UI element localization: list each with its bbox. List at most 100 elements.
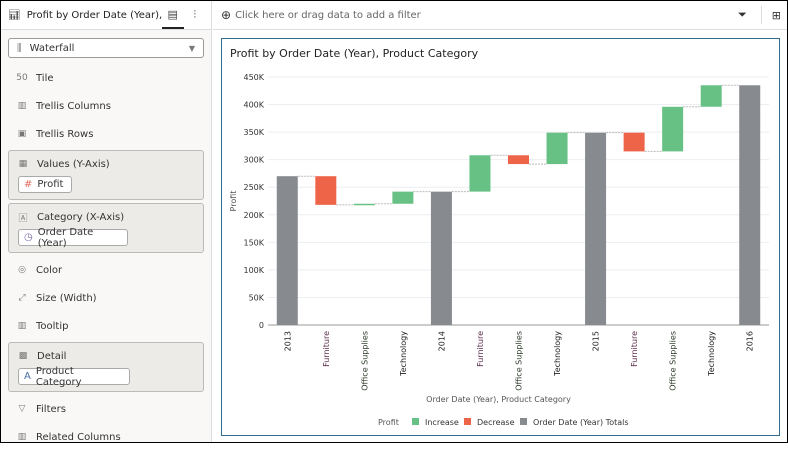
x-tick-label: Furniture	[476, 331, 485, 367]
add-circle-icon[interactable]: ⊕	[221, 8, 232, 22]
bar-furniture	[623, 132, 645, 152]
detail-well[interactable]: ▩ Detail A Product Category	[8, 342, 204, 392]
waterfall-icon: ⫼	[17, 42, 22, 54]
bar-technology	[392, 191, 414, 204]
bar-furniture	[315, 176, 337, 205]
label: Size (Width)	[36, 292, 97, 304]
chart-type-select[interactable]: ⫼ Waterfall ▼	[8, 38, 204, 58]
properties-tab-icon[interactable]: ⫶	[193, 8, 197, 21]
trellis-columns-drop[interactable]: ▥ Trellis Columns	[1, 92, 211, 120]
x-tick-label: Office Supplies	[360, 331, 369, 391]
bar-office-supplies	[353, 203, 375, 206]
y-tick-label: 250K	[243, 183, 264, 192]
legend-item: Increase	[425, 418, 459, 427]
palette-icon: ◎	[18, 265, 26, 275]
category-icon: 🄰	[18, 213, 28, 224]
bar-office-supplies	[508, 155, 529, 165]
order-date-pill[interactable]: ◷ Order Date (Year)	[18, 227, 128, 249]
pill-label: Product Category	[35, 365, 82, 388]
bar-2013	[276, 176, 298, 325]
x-tick-label: 2014	[437, 331, 446, 351]
label: Trellis Rows	[36, 128, 94, 140]
measure-hash-icon: #	[24, 179, 33, 190]
legend-swatch	[464, 418, 471, 425]
related-columns-drop[interactable]: ▥ Related Columns	[1, 423, 211, 451]
values-well[interactable]: ▦ Values (Y-Axis) # Profit	[8, 150, 204, 200]
detail-icon: ▩	[18, 351, 28, 361]
x-tick-label: 2015	[592, 331, 601, 351]
label: Tooltip	[36, 320, 69, 332]
tile-icon: 50	[16, 73, 28, 83]
color-drop[interactable]: ◎ Color	[1, 256, 211, 284]
grammar-panel: 📊︎ Profit by Order Date (Year), Pr... ▤ …	[1, 1, 212, 443]
bar-furniture	[469, 155, 491, 192]
resize-icon: ⤢	[18, 293, 26, 303]
values-icon: ▦	[18, 159, 28, 169]
bar-2016	[739, 85, 761, 325]
bar-2015	[585, 132, 607, 325]
x-tick-label: Furniture	[630, 331, 639, 367]
category-well[interactable]: 🄰 Category (X-Axis) ◷ Order Date (Year)	[8, 203, 204, 253]
label: Related Columns	[36, 431, 121, 443]
x-tick-label: Technology	[553, 331, 562, 377]
y-tick-label: 350K	[243, 128, 264, 137]
label: Category (X-Axis)	[37, 211, 125, 223]
viz-title: Profit by Order Date (Year), Pr...	[26, 9, 162, 21]
legend-item: Decrease	[477, 418, 515, 427]
profit-pill[interactable]: # Profit	[18, 176, 73, 193]
waterfall-chart: 0 50K 100K 150K 200K 250K 300K 350K 400K 450K Prof…	[229, 73, 769, 427]
bar-technology	[700, 85, 722, 107]
x-tick-label: 2016	[746, 331, 755, 351]
bar-office-supplies	[662, 106, 684, 152]
x-axis-label: Order Date (Year), Product Category	[426, 395, 571, 404]
label: Detail	[37, 350, 67, 362]
x-tick-label: Office Supplies	[669, 331, 678, 391]
bar-technology	[546, 132, 568, 165]
y-tick-label: 300K	[243, 156, 264, 165]
panel-header: 📊︎ Profit by Order Date (Year), Pr... ▤ …	[1, 1, 211, 30]
columns-icon: ▥	[17, 432, 27, 442]
chart-canvas[interactable]: Profit by Order Date (Year), Product Cat…	[221, 38, 780, 436]
filter-icon: ▽	[18, 404, 26, 414]
x-tick-label: 2013	[283, 331, 292, 351]
label: Values (Y-Axis)	[37, 158, 110, 170]
label: Trellis Columns	[36, 100, 111, 112]
chevron-down-icon: ▼	[188, 43, 195, 53]
label: Tile	[36, 72, 54, 84]
x-tick-label: Technology	[707, 331, 716, 377]
tooltip-icon: ▥	[17, 321, 27, 331]
attribute-a-icon: A	[24, 371, 31, 382]
label: Filters	[36, 403, 66, 415]
y-tick-label: 100K	[243, 266, 264, 275]
size-drop[interactable]: ⤢ Size (Width)	[1, 284, 211, 312]
waterfall-chart-icon: 📊︎	[8, 9, 21, 21]
trellis-columns-icon: ▥	[17, 101, 27, 111]
divider	[760, 6, 762, 24]
y-tick-label: 150K	[243, 238, 264, 247]
filter-bar[interactable]: ⊕ Click here or drag data to add a filte…	[213, 1, 787, 30]
trellis-rows-drop[interactable]: ▣ Trellis Rows	[1, 120, 211, 148]
chart-type-value: Waterfall	[29, 42, 75, 54]
x-tick-label: Technology	[399, 331, 408, 377]
legend-title: Profit	[378, 418, 399, 427]
filter-settings-icon[interactable]: ⏷	[737, 8, 747, 21]
y-tick-label: 0	[259, 321, 264, 330]
x-tick-label: Office Supplies	[515, 331, 524, 391]
filters-drop[interactable]: ▽ Filters	[1, 395, 211, 423]
chart-title: Profit by Order Date (Year), Product Cat…	[230, 47, 479, 60]
y-tick-label: 50K	[249, 293, 265, 302]
pill-label: Profit	[37, 179, 64, 190]
tooltip-drop[interactable]: ▥ Tooltip	[1, 312, 211, 340]
filter-panel-icon[interactable]: ⊞	[771, 8, 781, 22]
filter-placeholder[interactable]: Click here or drag data to add a filter	[235, 9, 421, 21]
y-tick-label: 400K	[243, 101, 264, 110]
trellis-rows-icon: ▣	[17, 129, 27, 139]
y-tick-label: 200K	[243, 211, 264, 220]
bar-2014	[430, 191, 452, 325]
grammar-tab-icon[interactable]: ▤	[161, 1, 184, 29]
x-tick-label: Furniture	[322, 331, 331, 367]
legend-swatch	[520, 418, 527, 425]
tile-drop[interactable]: 50 Tile	[1, 64, 211, 92]
product-category-pill[interactable]: A Product Category	[18, 365, 130, 388]
clock-icon: ◷	[24, 232, 33, 243]
